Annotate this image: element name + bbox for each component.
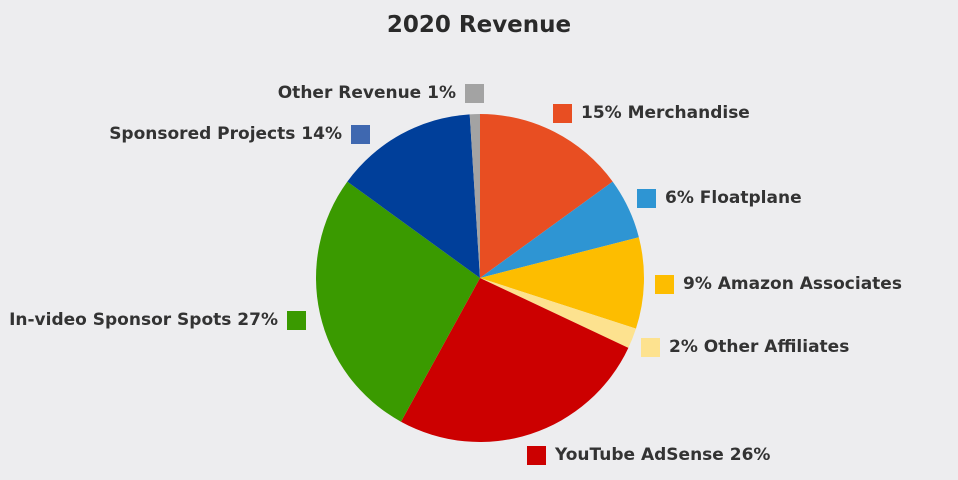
legend-label: 9% Amazon Associates bbox=[683, 274, 902, 294]
legend-swatch bbox=[637, 188, 656, 208]
legend-swatch bbox=[553, 103, 572, 123]
pie-slice-youtube-adsense-26 bbox=[400, 278, 629, 442]
legend-item-2-other-affiliates: 2% Other Affiliates bbox=[641, 336, 849, 358]
pie-slice-in-video-sponsor-spots-27 bbox=[315, 181, 480, 422]
legend-swatch bbox=[465, 83, 484, 103]
pie-slice-6-floatplane bbox=[480, 181, 639, 278]
legend-label: 6% Floatplane bbox=[665, 188, 802, 208]
legend-label: 15% Merchandise bbox=[581, 103, 750, 123]
legend-item-in-video-sponsor-spots-27: In-video Sponsor Spots 27% bbox=[9, 309, 306, 331]
legend-swatch bbox=[287, 310, 306, 330]
legend-item-15-merchandise: 15% Merchandise bbox=[553, 102, 750, 124]
legend-label: YouTube AdSense 26% bbox=[555, 445, 771, 465]
pie-slice-sponsored-projects-14 bbox=[347, 114, 480, 278]
legend-swatch bbox=[655, 274, 674, 294]
legend-item-6-floatplane: 6% Floatplane bbox=[637, 187, 802, 209]
pie-slice-other-revenue-1 bbox=[469, 113, 480, 278]
pie-slice-9-amazon-associates bbox=[480, 237, 645, 329]
legend-swatch bbox=[351, 124, 370, 144]
legend-swatch bbox=[641, 337, 660, 357]
legend-item-9-amazon-associates: 9% Amazon Associates bbox=[655, 273, 902, 295]
pie-slice-15-merchandise bbox=[480, 113, 613, 278]
legend-item-sponsored-projects-14: Sponsored Projects 14% bbox=[109, 123, 370, 145]
chart-title: 2020 Revenue bbox=[386, 12, 572, 38]
legend-label: Other Revenue 1% bbox=[277, 83, 456, 103]
legend-item-youtube-adsense-26: YouTube AdSense 26% bbox=[527, 444, 770, 466]
legend-swatch bbox=[527, 445, 546, 465]
legend-item-other-revenue-1: Other Revenue 1% bbox=[278, 82, 484, 104]
legend-label: In-video Sponsor Spots 27% bbox=[9, 310, 278, 330]
pie-slice-2-other-affiliates bbox=[480, 278, 636, 348]
legend-label: 2% Other Affiliates bbox=[669, 337, 850, 357]
legend-label: Sponsored Projects 14% bbox=[109, 124, 342, 144]
